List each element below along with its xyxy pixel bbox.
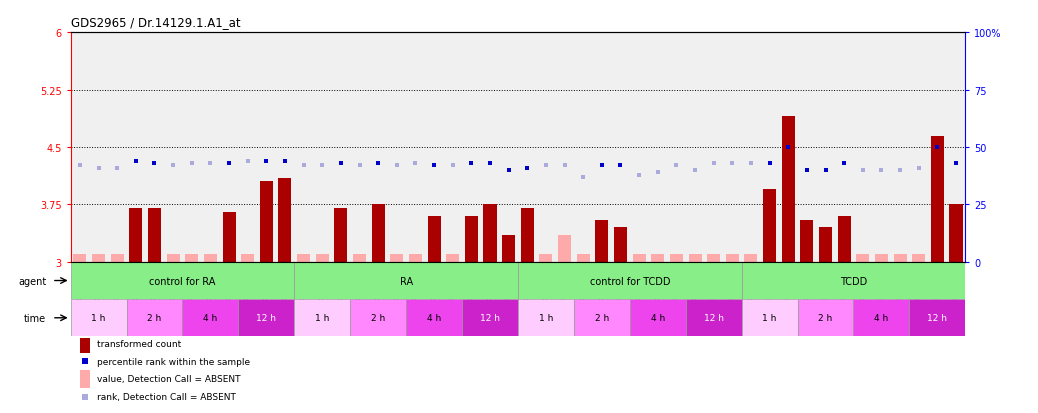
Bar [686,299,741,337]
Bar [92,254,105,262]
Text: time: time [24,313,47,323]
Bar [71,299,127,337]
Bar [688,254,702,262]
Text: 4 h: 4 h [427,313,441,323]
Bar [462,299,518,337]
Text: control for TCDD: control for TCDD [590,276,671,286]
Bar [409,254,422,262]
Bar [931,136,944,262]
Bar [74,254,86,262]
Text: RA: RA [400,276,413,286]
Bar [521,209,534,262]
Text: 2 h: 2 h [595,313,609,323]
Bar [912,254,925,262]
Bar [875,254,887,262]
Bar [853,299,909,337]
Bar [484,205,496,262]
Text: value, Detection Call = ABSENT: value, Detection Call = ABSENT [98,375,241,384]
Text: transformed count: transformed count [98,339,182,349]
Bar [741,262,965,299]
Text: 12 h: 12 h [704,313,723,323]
Bar [950,205,962,262]
Bar [613,228,627,262]
Bar [222,213,236,262]
Bar [670,254,683,262]
Bar [295,299,350,337]
Bar [800,220,814,262]
Bar [295,262,518,299]
Bar [239,299,295,337]
Bar [372,205,385,262]
Text: 2 h: 2 h [371,313,385,323]
Bar [558,235,571,262]
Bar [838,216,851,262]
Bar [127,299,183,337]
Bar [726,254,739,262]
Bar [819,228,832,262]
Bar [406,299,462,337]
Text: 2 h: 2 h [818,313,832,323]
Bar [596,220,608,262]
Bar [782,117,795,262]
Bar [241,254,254,262]
Bar [203,254,217,262]
Bar [71,262,295,299]
Bar [446,254,459,262]
Bar [518,299,574,337]
Bar [80,370,90,388]
Text: TCDD: TCDD [840,276,867,286]
Bar [632,254,646,262]
Text: 1 h: 1 h [91,313,106,323]
Text: 12 h: 12 h [927,313,948,323]
Bar [148,209,161,262]
Text: 4 h: 4 h [874,313,889,323]
Bar [297,254,310,262]
Bar [111,254,124,262]
Bar [465,216,477,262]
Text: agent: agent [18,276,47,286]
Text: rank, Detection Call = ABSENT: rank, Detection Call = ABSENT [98,392,237,401]
Text: 4 h: 4 h [651,313,665,323]
Bar [353,254,366,262]
Bar [428,216,440,262]
Text: 1 h: 1 h [539,313,553,323]
Text: percentile rank within the sample: percentile rank within the sample [98,357,250,366]
Bar [540,254,552,262]
Text: 1 h: 1 h [763,313,776,323]
Bar [260,182,273,262]
Bar [350,299,406,337]
Text: GDS2965 / Dr.14129.1.A1_at: GDS2965 / Dr.14129.1.A1_at [71,16,240,29]
Bar [707,254,720,262]
Bar [183,299,239,337]
Bar [763,190,776,262]
Text: 12 h: 12 h [480,313,500,323]
Text: 4 h: 4 h [203,313,218,323]
Bar [166,254,180,262]
Text: 1 h: 1 h [316,313,329,323]
Text: control for RA: control for RA [149,276,216,286]
Bar [278,178,292,262]
Bar [744,254,758,262]
Bar [502,235,515,262]
Bar [130,209,142,262]
Bar [390,254,404,262]
Text: 12 h: 12 h [256,313,276,323]
Bar [518,262,741,299]
Bar [856,254,870,262]
Text: 2 h: 2 h [147,313,162,323]
Bar [651,254,664,262]
Bar [630,299,686,337]
Bar [741,299,797,337]
Bar [574,299,630,337]
Bar [577,254,590,262]
Bar [80,335,90,353]
Bar [334,209,348,262]
Bar [894,254,906,262]
Bar [797,299,853,337]
Bar [909,299,965,337]
Bar [185,254,198,262]
Bar [316,254,329,262]
